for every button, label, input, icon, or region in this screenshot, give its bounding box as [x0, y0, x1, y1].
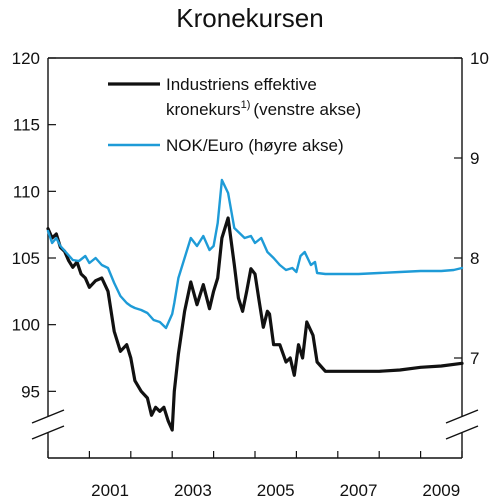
series-lines — [46, 178, 464, 432]
right-tick-label-10: 10 — [470, 49, 489, 68]
left-tick-label-110: 110 — [13, 182, 40, 201]
right-tick-label-8: 8 — [470, 249, 479, 268]
right-axis-break-upper — [445, 409, 479, 424]
x-tick-label-2007: 2007 — [340, 481, 378, 500]
left-tick-label-95: 95 — [21, 382, 40, 401]
series-line-nok-euro — [46, 178, 464, 330]
left-tick-label-100: 100 — [12, 316, 40, 335]
right-tick-label-9: 9 — [470, 149, 479, 168]
chart-title: Kronekursen — [176, 3, 323, 33]
left-tick-label-105: 105 — [12, 249, 40, 268]
left-tick-label-120: 120 — [12, 49, 40, 68]
right-axis-break-lower — [445, 425, 479, 440]
axes: 95 100 105 110 115 120 7 8 9 10 2001 2003 2005 2007 20… — [12, 49, 489, 500]
x-tick-label-2009: 2009 — [422, 481, 460, 500]
legend-label-industri-line1: Industriens effektive — [166, 75, 317, 94]
left-axis-break-upper — [31, 409, 65, 424]
x-tick-label-2003: 2003 — [174, 481, 212, 500]
legend-label-industri-line2: kronekurs1) (venstre akse) — [166, 99, 361, 119]
series-line-industri — [46, 216, 464, 432]
legend-label-industri-name: kronekurs — [166, 100, 241, 119]
x-tick-label-2005: 2005 — [257, 481, 295, 500]
legend-label-nok-euro: NOK/Euro (høyre akse) — [166, 136, 344, 155]
right-tick-label-7: 7 — [470, 349, 479, 368]
legend-footnote-marker: 1) — [241, 99, 251, 111]
x-tick-label-2001: 2001 — [91, 481, 129, 500]
left-tick-label-115: 115 — [13, 116, 40, 135]
left-axis-break-lower — [31, 425, 65, 440]
legend-label-industri-suffix: (venstre akse) — [253, 100, 361, 119]
legend: Industriens effektive kronekurs1) (venstr… — [108, 75, 361, 155]
